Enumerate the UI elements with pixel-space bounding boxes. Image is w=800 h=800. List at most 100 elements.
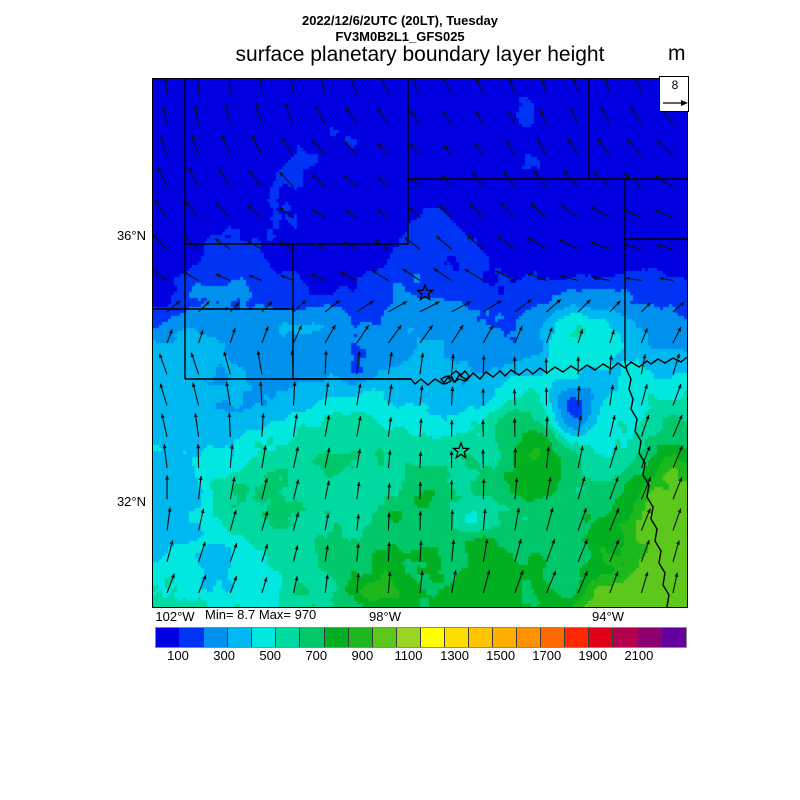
wind-vector (481, 478, 486, 500)
wind-vector (160, 413, 168, 437)
colorbar-tick-1700: 1700 (532, 648, 562, 663)
wind-vector (672, 540, 680, 562)
wind-vector (654, 209, 674, 219)
wind-vector (356, 416, 362, 437)
wind-vector (512, 418, 517, 437)
wind-vector (163, 79, 168, 94)
colorbar-tick-900: 900 (351, 648, 374, 663)
colorbar-cell-7 (324, 628, 349, 647)
wind-vector (193, 104, 200, 125)
wind-vector (418, 451, 423, 469)
wind-vector (451, 353, 455, 375)
wind-vector (577, 476, 586, 500)
wind-vector (409, 143, 421, 156)
wind-vector (514, 299, 532, 313)
wind-vector (630, 105, 642, 125)
wind-vector (672, 353, 681, 375)
wind-vector (533, 169, 547, 188)
wind-vector (376, 142, 389, 156)
wind-vector (418, 511, 423, 531)
wind-vector (609, 508, 620, 531)
lat-tick-32: 32°N (116, 494, 146, 509)
colorbar-tick-300: 300 (213, 648, 235, 663)
wind-vector (198, 300, 211, 313)
wind-vector (198, 508, 205, 531)
wind-vector (165, 475, 170, 500)
wind-vector (166, 329, 173, 344)
wind-vector (514, 538, 522, 562)
wind-vector (495, 270, 516, 281)
wind-vector (191, 135, 200, 156)
wind-vector (481, 388, 486, 406)
wind-vector (464, 268, 484, 281)
colorbar-tick-1100: 1100 (394, 648, 423, 663)
wind-vector (371, 269, 389, 281)
wind-vector (541, 80, 548, 94)
wind-vector (324, 480, 331, 500)
wind-vector (590, 241, 610, 250)
colorbar-cell-16 (541, 628, 566, 647)
wind-vector (545, 507, 554, 531)
wind-vector (229, 542, 238, 562)
colorbar-cell-6 (300, 628, 325, 647)
wind-vector (159, 383, 168, 406)
wind-vector (451, 539, 456, 562)
wind-vector (449, 480, 454, 500)
wind-vector (609, 445, 618, 469)
wind-vector (577, 571, 588, 594)
wind-vector (261, 478, 268, 500)
colorbar-cell-21 (661, 628, 686, 647)
wind-vector (600, 106, 611, 125)
wind-vector (324, 299, 341, 313)
wind-vector (418, 481, 423, 500)
wind-vector (640, 539, 650, 562)
wind-vector (530, 202, 547, 219)
wind-vector (356, 300, 375, 313)
wind-vector (195, 79, 200, 94)
wind-vector (672, 572, 679, 594)
wind-vector (229, 476, 236, 500)
wind-vector (443, 144, 453, 156)
wind-vector (324, 414, 331, 437)
wind-vector (162, 444, 168, 469)
wind-vector (387, 483, 392, 500)
wind-vector (356, 543, 360, 562)
wind-vector (261, 326, 269, 344)
colorbar-cell-4 (252, 628, 277, 647)
wind-vector (215, 202, 231, 219)
colorbar-cell-13 (469, 628, 494, 647)
wind-vector (545, 539, 556, 562)
wind-vector (162, 106, 168, 125)
wind-vector (577, 415, 583, 437)
wind-vector (545, 327, 553, 344)
wind-vector (261, 413, 266, 437)
wind-vector (577, 385, 581, 406)
pbl-height-map[interactable] (152, 78, 688, 608)
colorbar[interactable] (155, 627, 687, 648)
wind-vector (596, 137, 611, 156)
wind-vector (376, 107, 389, 125)
lake-texoma (450, 369, 470, 384)
wind-vector (419, 385, 424, 406)
wind-vector (514, 477, 519, 500)
colorbar-tick-1900: 1900 (578, 648, 608, 663)
wind-vector (593, 171, 611, 188)
wind-vector (343, 240, 358, 250)
wind-vector (248, 169, 263, 188)
wind-vector (475, 111, 484, 125)
wind-vector (672, 301, 685, 313)
wind-vector (324, 574, 330, 594)
wind-vector (261, 300, 273, 313)
wind-vector (229, 301, 240, 313)
wind-reference-value: 8 (671, 78, 679, 92)
wind-vector (324, 382, 330, 406)
wind-vector (284, 103, 295, 125)
wind-vector (356, 481, 361, 500)
wind-vector (409, 109, 421, 125)
wind-vector (440, 174, 453, 188)
wind-vector (418, 540, 423, 562)
border-ok-arkansas (624, 238, 687, 362)
wind-vector (591, 206, 611, 219)
colorbar-cell-8 (348, 628, 373, 647)
wind-vector (311, 138, 326, 156)
